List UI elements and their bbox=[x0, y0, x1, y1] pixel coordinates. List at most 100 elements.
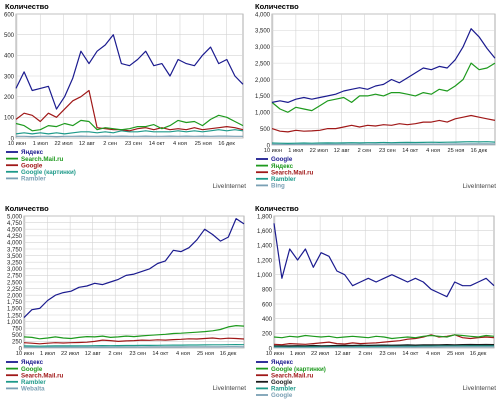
y-tick-label: 3,250 bbox=[7, 261, 23, 267]
x-tick-label: 4 ноя bbox=[426, 351, 440, 357]
legend-label: Яндекс bbox=[21, 359, 44, 366]
x-tick-label: 14 окт bbox=[402, 148, 418, 154]
y-tick-label: 800 bbox=[262, 288, 273, 294]
legend-label: Search.Mail.ru bbox=[271, 372, 314, 379]
x-tick-label: 14 окт bbox=[402, 351, 418, 357]
series-line bbox=[273, 223, 495, 298]
x-tick-label: 2 сен bbox=[358, 351, 372, 357]
y-tick-label: 500 bbox=[12, 333, 23, 339]
legend-label: Rambler bbox=[21, 379, 46, 386]
y-tick-label: 1,250 bbox=[7, 313, 23, 319]
x-tick-label: 10 июн bbox=[16, 351, 34, 357]
y-tick-label: 300 bbox=[4, 74, 15, 80]
y-tick-label: 1,600 bbox=[257, 229, 273, 235]
y-tick-label: 500 bbox=[4, 33, 15, 39]
series-line bbox=[271, 28, 496, 104]
y-tick-label: 2,750 bbox=[7, 274, 23, 280]
series-line bbox=[23, 337, 245, 345]
y-tick-label: 2,250 bbox=[7, 287, 23, 293]
chart-panel-1: Количество 0 100 200 300 400 500 600 10 июн 1 июл… bbox=[4, 2, 247, 190]
y-tick-label: 2,500 bbox=[255, 61, 271, 67]
y-tick-label: 1,500 bbox=[255, 94, 271, 100]
brand-text: LiveInternet bbox=[463, 183, 497, 190]
y-tick-label: 1,400 bbox=[257, 244, 273, 250]
series-line bbox=[23, 344, 245, 347]
x-tick-label: 23 сен bbox=[129, 351, 146, 357]
series-line bbox=[271, 114, 496, 133]
brand-text: LiveInternet bbox=[213, 385, 247, 392]
legend-label: Яндекс bbox=[271, 163, 294, 170]
legend-label: Rambler bbox=[21, 176, 46, 183]
x-tick-label: 25 ноя bbox=[195, 141, 212, 147]
legend-label: Яндекс bbox=[271, 359, 294, 366]
y-tick-label: 2,000 bbox=[255, 78, 271, 84]
plot-area bbox=[273, 215, 495, 349]
y-tick-label: 4,750 bbox=[7, 221, 23, 227]
series-line bbox=[15, 34, 244, 110]
y-tick-label: 1,800 bbox=[257, 214, 273, 220]
y-tick-label: 5,000 bbox=[7, 214, 23, 220]
brand-text: LiveInternet bbox=[463, 385, 497, 392]
y-tick-label: 200 bbox=[4, 95, 15, 101]
x-tick-label: 1 июл bbox=[290, 351, 305, 357]
y-tick-label: 3,500 bbox=[255, 29, 271, 35]
chart-title: Количество bbox=[255, 204, 299, 213]
legend-label: Rambler bbox=[271, 386, 296, 393]
x-tick-label: 16 дек bbox=[470, 351, 487, 357]
y-tick-label: 1,500 bbox=[7, 307, 23, 313]
legend-label: Google bbox=[271, 392, 293, 399]
chart-title: Количество bbox=[5, 204, 49, 213]
x-tick-label: 10 июн bbox=[266, 351, 284, 357]
chart-panel-2: Количество 0 500 1,000 1,500 2,000 2,500 3,000 3… bbox=[255, 2, 497, 190]
series-line bbox=[272, 143, 496, 145]
x-tick-label: 22 июл bbox=[311, 351, 329, 357]
x-tick-label: 16 дек bbox=[220, 351, 237, 357]
y-tick-label: 100 bbox=[4, 116, 15, 122]
y-tick-label: 1,000 bbox=[7, 320, 23, 326]
y-tick-label: 4,250 bbox=[7, 234, 23, 240]
series-line bbox=[23, 218, 245, 319]
series-line bbox=[16, 135, 243, 138]
y-tick-label: 0 bbox=[19, 346, 23, 352]
y-tick-label: 0 bbox=[11, 136, 15, 142]
legend-label: Rambler bbox=[271, 176, 296, 183]
y-tick-label: 1,200 bbox=[257, 258, 273, 264]
legend-label: Яндекс bbox=[21, 149, 44, 156]
x-tick-label: 22 июл bbox=[61, 351, 79, 357]
y-tick-label: 500 bbox=[260, 127, 271, 133]
series-line bbox=[15, 89, 244, 132]
x-tick-label: 4 ноя bbox=[426, 148, 440, 154]
x-tick-label: 4 ноя bbox=[176, 351, 190, 357]
x-tick-label: 23 сен bbox=[379, 351, 396, 357]
y-tick-label: 1,750 bbox=[7, 300, 23, 306]
x-tick-label: 2 сен bbox=[108, 351, 122, 357]
y-tick-label: 600 bbox=[4, 12, 15, 18]
y-tick-label: 0 bbox=[267, 143, 271, 149]
y-tick-label: 1,000 bbox=[255, 111, 271, 117]
y-tick-label: 250 bbox=[12, 340, 23, 346]
legend-label: Google bbox=[21, 366, 43, 373]
y-tick-label: 3,750 bbox=[7, 247, 23, 253]
y-tick-label: 3,000 bbox=[255, 45, 271, 51]
x-tick-label: 1 июл bbox=[40, 351, 55, 357]
x-tick-label: 23 сен bbox=[125, 141, 142, 147]
x-tick-label: 25 ноя bbox=[197, 351, 214, 357]
brand-text: LiveInternet bbox=[213, 183, 247, 190]
y-tick-label: 3,500 bbox=[7, 254, 23, 260]
series-line bbox=[273, 334, 495, 346]
x-tick-label: 14 окт bbox=[149, 141, 165, 147]
y-tick-label: 0 bbox=[269, 346, 273, 352]
x-tick-label: 12 авг bbox=[85, 351, 101, 357]
x-tick-label: 14 окт bbox=[152, 351, 168, 357]
x-tick-label: 25 ноя bbox=[447, 148, 464, 154]
series-line bbox=[271, 141, 496, 144]
y-tick-label: 400 bbox=[262, 317, 273, 323]
y-tick-label: 2,000 bbox=[7, 294, 23, 300]
legend-label: Google bbox=[21, 162, 43, 169]
y-tick-label: 4,000 bbox=[255, 12, 271, 18]
x-tick-label: 2 сен bbox=[358, 148, 372, 154]
legend-label: Search.Mail.ru bbox=[21, 156, 64, 163]
legend-label: Google bbox=[271, 379, 293, 386]
x-tick-label: 25 ноя bbox=[447, 351, 464, 357]
y-tick-label: 4,000 bbox=[7, 241, 23, 247]
